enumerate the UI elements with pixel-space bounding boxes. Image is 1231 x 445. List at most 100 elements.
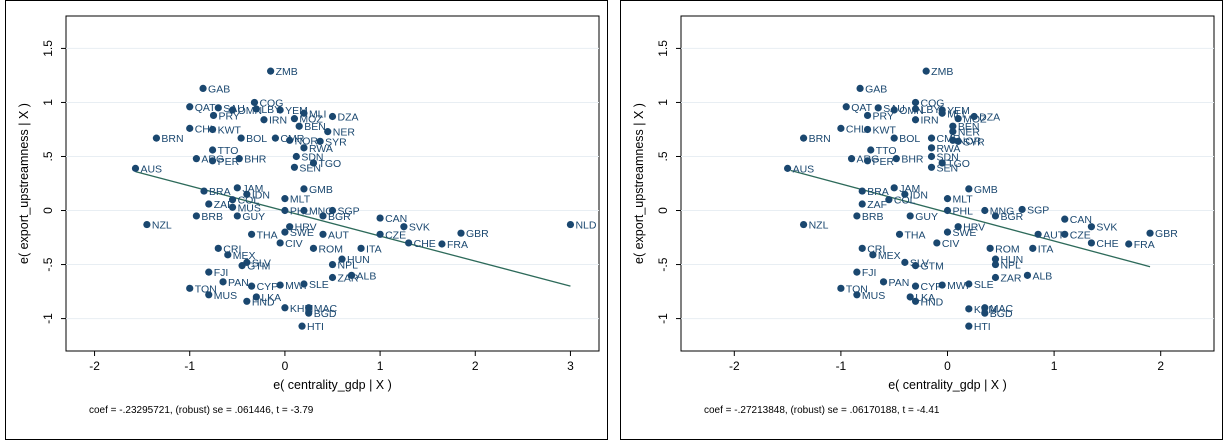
data-point: [842, 103, 850, 111]
point-label: TGO: [947, 158, 970, 170]
point-label: PRY: [873, 110, 894, 122]
data-point: [991, 273, 1000, 282]
data-point: [858, 200, 866, 208]
data-point: [309, 244, 318, 252]
point-label: SVK: [1096, 222, 1117, 234]
data-point: [214, 244, 222, 252]
data-point: [1034, 230, 1042, 238]
point-label: HUN: [347, 254, 370, 266]
point-label: YEM: [947, 105, 970, 117]
point-label: COG: [259, 97, 283, 109]
data-point: [205, 268, 213, 276]
data-point: [300, 144, 308, 152]
data-point: [943, 195, 952, 203]
data-point: [324, 128, 332, 136]
left-scatter-chart: -1-.50.511.5-2-10123ZMBGABCOGQATSAUOMNLB…: [17, 15, 600, 416]
data-point: [901, 190, 909, 198]
point-label: HTI: [974, 321, 991, 333]
point-label: BEN: [958, 121, 980, 133]
y-tick-label: 0: [656, 207, 670, 214]
data-point: [906, 212, 914, 220]
point-label: DZA: [979, 112, 1000, 124]
point-label: KWT: [873, 124, 897, 136]
point-label: HRV: [963, 222, 985, 234]
point-label: IRN: [269, 115, 287, 127]
data-point: [922, 67, 930, 75]
point-label: SWE: [290, 227, 314, 239]
y-tick-label: 1.5: [41, 40, 55, 57]
point-label: GUY: [915, 211, 938, 223]
data-point: [252, 105, 260, 113]
point-label: NER: [333, 127, 356, 139]
point-label: FRA: [447, 239, 468, 251]
data-point: [228, 196, 237, 204]
data-point: [276, 239, 284, 247]
point-label: THA: [905, 229, 926, 241]
point-label: AUT: [328, 229, 350, 241]
point-label: MUS: [862, 290, 885, 302]
data-point: [965, 322, 973, 330]
point-label: CHL: [846, 123, 867, 135]
point-label: RWA: [309, 143, 333, 155]
data-point: [219, 278, 227, 286]
data-point: [233, 212, 241, 220]
point-label: ALB: [1032, 270, 1052, 282]
data-point: [981, 206, 989, 215]
point-label: PER: [218, 156, 240, 168]
data-point: [224, 251, 232, 259]
point-label: MWI: [947, 280, 969, 292]
point-label: CYP: [921, 281, 943, 293]
data-point: [260, 116, 268, 124]
point-label: MUS: [214, 290, 237, 302]
point-label: SDN: [301, 151, 323, 163]
point-label: GBR: [1155, 228, 1178, 240]
data-point: [965, 305, 973, 313]
point-label: CAN: [385, 213, 407, 225]
point-label: BRN: [161, 133, 183, 145]
point-label: COL: [238, 195, 260, 207]
regression-note: coef = -.27213848, (robust) se = .061701…: [704, 405, 940, 416]
data-point: [316, 137, 324, 145]
data-point: [457, 229, 465, 237]
data-point: [209, 111, 218, 120]
data-point: [247, 230, 256, 238]
data-point: [238, 262, 246, 270]
point-label: COG: [921, 97, 945, 109]
data-point: [938, 159, 946, 167]
data-point: [906, 293, 914, 301]
data-point: [890, 106, 898, 114]
point-label: MNG: [309, 206, 334, 218]
point-label: QAT: [851, 102, 872, 114]
data-point: [856, 84, 864, 93]
data-point: [405, 239, 413, 247]
data-point: [357, 244, 365, 252]
point-label: FRA: [1134, 239, 1155, 251]
point-label: AUS: [793, 163, 815, 175]
point-label: ZMB: [276, 66, 298, 78]
data-point: [328, 260, 337, 269]
right-scatter-panel: -1-.50.511.5-2-1012ZMBGABCOGQATSAUOMNLBY…: [620, 0, 1223, 440]
point-label: MAC: [314, 303, 338, 315]
point-label: GMB: [309, 184, 333, 196]
point-label: GBR: [466, 228, 489, 240]
data-point: [286, 223, 294, 231]
point-label: HRV: [295, 222, 317, 234]
point-label: GAB: [865, 83, 887, 95]
point-label: CZE: [385, 229, 406, 241]
data-point: [208, 146, 217, 154]
point-label: LKA: [915, 292, 935, 304]
data-point: [837, 124, 845, 132]
point-label: CIV: [285, 238, 303, 250]
data-point: [927, 163, 936, 171]
data-point: [885, 196, 893, 204]
point-label: LKA: [261, 292, 281, 304]
data-point: [874, 104, 882, 112]
point-label: NER: [958, 127, 981, 139]
data-point: [949, 128, 957, 136]
point-label: BHR: [244, 154, 267, 166]
point-label: BGD: [314, 308, 337, 320]
data-point: [192, 212, 200, 220]
point-label: FJI: [214, 267, 229, 279]
point-label: ALB: [357, 270, 377, 282]
data-point: [290, 163, 299, 171]
